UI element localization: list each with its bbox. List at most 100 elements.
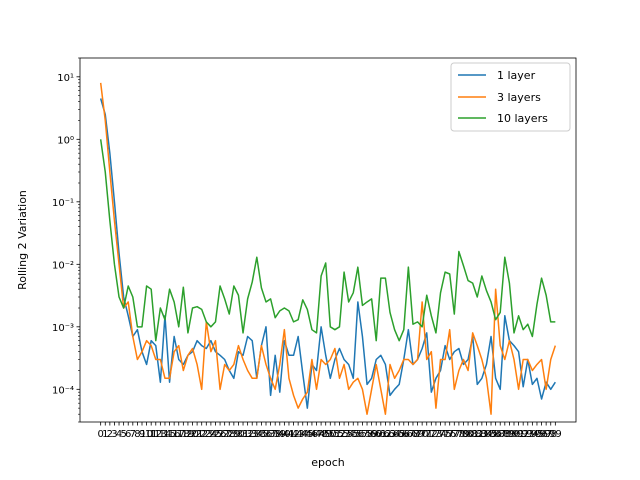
- x-tick-label: 96: [535, 429, 548, 440]
- x-tick-label: 31: [237, 429, 250, 440]
- x-tick-label: 46: [306, 429, 319, 440]
- x-tick-label: 1: [102, 429, 108, 440]
- x-tick-label: 25: [209, 429, 222, 440]
- x-tick-label: 47: [310, 429, 323, 440]
- x-tick-label: 9: [139, 429, 145, 440]
- x-tick-label: 84: [480, 429, 493, 440]
- x-tick-label: 64: [388, 429, 401, 440]
- x-tick-label: 81: [466, 429, 479, 440]
- x-tick-label: 20: [186, 429, 199, 440]
- y-tick-label: 10⁻²: [52, 260, 74, 271]
- legend-label-3-layers: 3 layers: [497, 91, 541, 104]
- x-tick-label: 8: [134, 429, 140, 440]
- x-tick-label: 2: [107, 429, 113, 440]
- x-tick-label: 12: [149, 429, 162, 440]
- x-tick-label: 6: [125, 429, 131, 440]
- x-tick-label: 56: [351, 429, 364, 440]
- x-tick-label: 90: [508, 429, 521, 440]
- x-tick-label: 36: [260, 429, 273, 440]
- x-tick-label: 73: [430, 429, 443, 440]
- x-tick-label: 44: [296, 429, 309, 440]
- x-tick-label: 17: [172, 429, 185, 440]
- x-tick-label: 43: [292, 429, 305, 440]
- x-tick-label: 82: [471, 429, 484, 440]
- x-tick-label: 63: [384, 429, 397, 440]
- x-tick-label: 77: [448, 429, 461, 440]
- x-tick-label: 53: [338, 429, 351, 440]
- x-tick-label: 7: [130, 429, 136, 440]
- x-tick-label: 72: [425, 429, 438, 440]
- x-tick-label: 66: [397, 429, 410, 440]
- x-tick-label: 24: [205, 429, 218, 440]
- x-tick-label: 87: [494, 429, 507, 440]
- x-tick-label: 88: [498, 429, 511, 440]
- x-tick-label: 78: [453, 429, 466, 440]
- x-tick-label: 93: [521, 429, 534, 440]
- x-tick-label: 71: [420, 429, 433, 440]
- series-layer: [99, 82, 557, 415]
- x-tick-label: 26: [214, 429, 227, 440]
- x-tick-label: 98: [544, 429, 557, 440]
- plot-frame: [79, 57, 577, 423]
- x-tick-label: 10: [140, 429, 153, 440]
- x-tick-label: 3: [111, 429, 117, 440]
- x-tick-label: 40: [278, 429, 291, 440]
- x-tick-label: 15: [163, 429, 176, 440]
- x-tick-label: 62: [379, 429, 392, 440]
- series-line-10-layers: [99, 139, 556, 342]
- x-tick-label: 67: [402, 429, 415, 440]
- x-tick-label: 4: [116, 429, 122, 440]
- x-tick-label: 18: [177, 429, 190, 440]
- x-tick-label: 51: [329, 429, 342, 440]
- x-tick-label: 41: [283, 429, 296, 440]
- x-tick-label: 29: [227, 429, 240, 440]
- x-tick-label: 75: [439, 429, 452, 440]
- x-tick-label: 39: [273, 429, 286, 440]
- legend-frame: [450, 62, 571, 132]
- x-tick-label: 22: [195, 429, 208, 440]
- x-tick-label: 21: [191, 429, 204, 440]
- x-tick-label: 54: [342, 429, 355, 440]
- y-tick-label: 10⁻⁴: [52, 385, 74, 396]
- series-line-3-layers: [99, 82, 557, 415]
- x-tick-label: 58: [361, 429, 374, 440]
- legend-label-10-layers: 10 layers: [497, 112, 548, 125]
- y-axis-label: Rolling 2 Variation: [16, 190, 29, 290]
- x-tick-label: 91: [512, 429, 525, 440]
- x-tick-label: 89: [503, 429, 516, 440]
- x-tick-label: 35: [255, 429, 268, 440]
- x-tick-label: 76: [443, 429, 456, 440]
- x-tick-label: 45: [301, 429, 314, 440]
- x-tick-label: 74: [434, 429, 447, 440]
- x-axis-ticks: 0123456789101112131415161718192021222324…: [97, 422, 562, 440]
- x-tick-label: 5: [120, 429, 126, 440]
- y-tick-label: 10¹: [57, 73, 74, 84]
- x-tick-label: 65: [393, 429, 406, 440]
- x-tick-label: 50: [324, 429, 337, 440]
- x-tick-label: 14: [159, 429, 172, 440]
- x-tick-label: 16: [168, 429, 181, 440]
- y-tick-label: 10⁰: [57, 135, 74, 146]
- x-tick-label: 33: [246, 429, 259, 440]
- x-tick-label: 42: [287, 429, 300, 440]
- x-tick-label: 23: [200, 429, 213, 440]
- x-tick-label: 97: [540, 429, 553, 440]
- x-tick-label: 32: [241, 429, 254, 440]
- x-tick-label: 38: [269, 429, 282, 440]
- x-tick-label: 99: [549, 429, 562, 440]
- x-tick-label: 19: [182, 429, 195, 440]
- x-tick-label: 80: [462, 429, 475, 440]
- x-tick-label: 37: [264, 429, 277, 440]
- x-tick-label: 59: [365, 429, 378, 440]
- x-tick-label: 83: [475, 429, 488, 440]
- x-tick-label: 52: [333, 429, 346, 440]
- x-tick-label: 61: [374, 429, 387, 440]
- x-tick-label: 92: [517, 429, 530, 440]
- x-tick-label: 60: [370, 429, 383, 440]
- legend-label-1-layer: 1 layer: [497, 69, 536, 82]
- x-tick-label: 79: [457, 429, 470, 440]
- x-tick-label: 49: [319, 429, 332, 440]
- x-tick-label: 48: [315, 429, 328, 440]
- x-tick-label: 86: [489, 429, 502, 440]
